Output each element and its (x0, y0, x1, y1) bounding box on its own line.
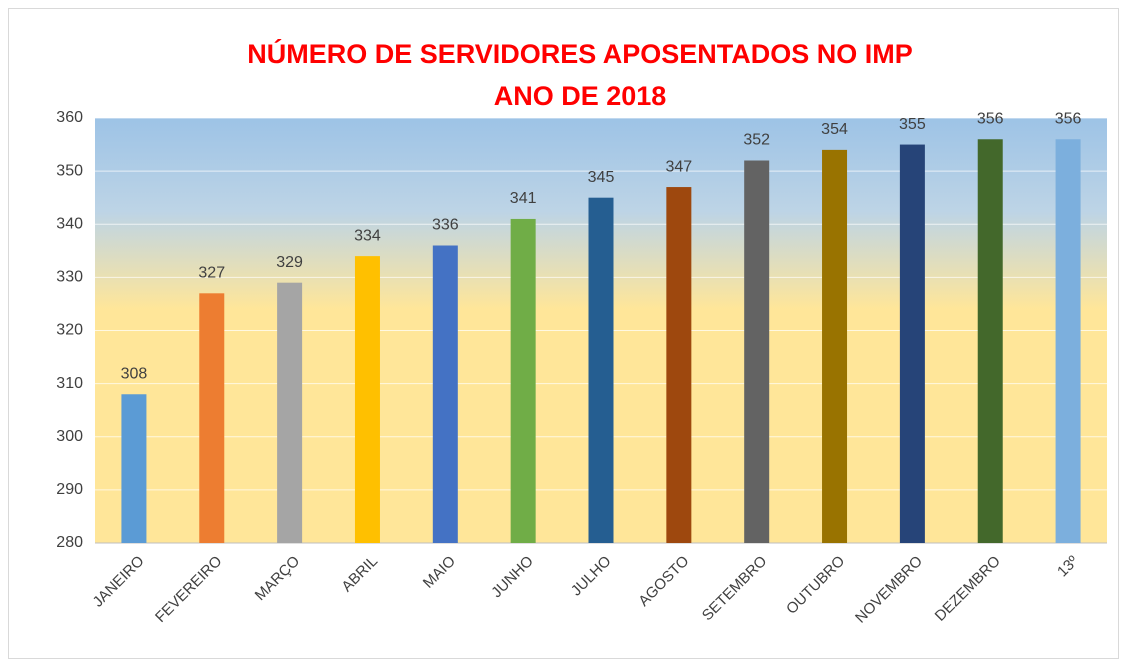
bar (510, 218, 536, 543)
bar (899, 144, 925, 543)
data-label: 308 (121, 365, 148, 382)
y-tick-label: 320 (56, 322, 83, 339)
y-tick-label: 290 (56, 481, 83, 498)
y-tick-label: 360 (56, 109, 83, 126)
data-label: 329 (276, 254, 303, 271)
chart-title: NÚMERO DE SERVIDORES APOSENTADOS NO IMP (247, 38, 913, 69)
y-tick-label: 350 (56, 162, 83, 179)
y-tick-label: 310 (56, 375, 83, 392)
data-label: 341 (510, 190, 537, 207)
data-label: 336 (432, 217, 459, 234)
bar (121, 394, 147, 543)
y-tick-label: 330 (56, 269, 83, 286)
data-label: 345 (588, 169, 615, 186)
y-tick-label: 280 (56, 534, 83, 551)
bar (199, 293, 225, 543)
data-label: 352 (743, 132, 770, 149)
data-label: 347 (665, 158, 692, 175)
bar (1055, 139, 1081, 543)
bar (432, 245, 458, 543)
y-tick-label: 300 (56, 428, 83, 445)
bar (588, 197, 614, 543)
chart-subtitle: ANO DE 2018 (494, 81, 667, 111)
y-tick-label: 340 (56, 215, 83, 232)
data-label: 354 (821, 121, 848, 138)
data-label: 356 (1055, 110, 1082, 127)
bar (977, 139, 1003, 543)
data-label: 355 (899, 116, 926, 133)
data-label: 356 (977, 110, 1004, 127)
bar (277, 282, 303, 543)
bar (822, 149, 848, 543)
bar (666, 187, 692, 543)
bar (744, 160, 770, 543)
data-label: 334 (354, 227, 381, 244)
bar (354, 256, 380, 543)
data-label: 327 (198, 265, 225, 282)
